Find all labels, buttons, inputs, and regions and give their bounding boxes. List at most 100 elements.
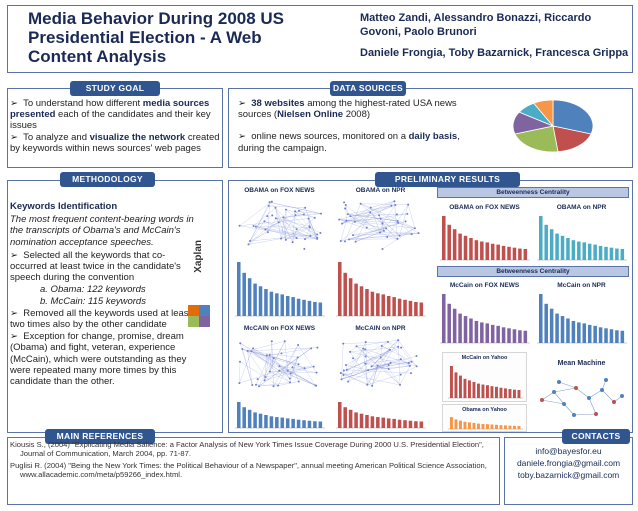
network-edge bbox=[339, 219, 399, 224]
study-goal-item-1: ➢ To understand how different media sour… bbox=[10, 98, 211, 132]
network-edge bbox=[345, 204, 381, 233]
bar bbox=[495, 386, 498, 398]
bar bbox=[313, 301, 317, 316]
network-node bbox=[239, 342, 242, 345]
network-edge bbox=[370, 212, 398, 239]
network-node bbox=[394, 204, 397, 207]
network-edge bbox=[308, 218, 310, 227]
network-node bbox=[343, 201, 346, 204]
network-node bbox=[277, 384, 280, 387]
network-edge bbox=[379, 214, 397, 233]
bar bbox=[513, 389, 516, 398]
data-sources-header: DATA SOURCES bbox=[330, 81, 406, 96]
bar bbox=[501, 327, 506, 343]
network-node bbox=[404, 220, 407, 223]
network-node bbox=[387, 363, 390, 366]
bar bbox=[496, 325, 500, 343]
network-edge bbox=[265, 222, 279, 230]
network-node bbox=[278, 365, 281, 368]
network-edge bbox=[381, 345, 412, 362]
network-node bbox=[315, 371, 318, 374]
network-node bbox=[265, 354, 268, 357]
bar bbox=[275, 293, 279, 316]
bar bbox=[454, 372, 458, 398]
mean-edge bbox=[541, 399, 565, 405]
network-edge bbox=[340, 372, 368, 385]
network-edge bbox=[398, 222, 415, 229]
bar bbox=[318, 302, 323, 316]
bar bbox=[452, 229, 457, 260]
network-node bbox=[288, 377, 291, 380]
network-node bbox=[381, 222, 384, 225]
network-edge bbox=[285, 209, 315, 218]
pie-slice bbox=[514, 125, 559, 153]
network-edge bbox=[353, 232, 419, 236]
network-node bbox=[370, 365, 373, 368]
bar bbox=[442, 216, 446, 260]
network-edge bbox=[356, 346, 417, 367]
bar bbox=[247, 278, 252, 316]
network-edge bbox=[349, 346, 399, 353]
network-node bbox=[309, 235, 312, 238]
network-node bbox=[386, 235, 389, 238]
bar bbox=[463, 316, 468, 343]
methodology-sub-b: b. McCain: 115 keywords bbox=[40, 295, 146, 307]
network-node bbox=[344, 204, 347, 207]
network-edge bbox=[283, 217, 318, 235]
network-node bbox=[274, 206, 277, 209]
network-edge bbox=[253, 207, 276, 227]
network-edge bbox=[269, 348, 312, 356]
bar bbox=[365, 289, 369, 316]
network-edge bbox=[239, 218, 309, 226]
network-node bbox=[294, 214, 297, 217]
mean-edge bbox=[588, 389, 603, 399]
bar bbox=[571, 320, 576, 343]
bar-chart-obama-fox bbox=[235, 262, 325, 317]
mean-node bbox=[612, 400, 616, 404]
network-node bbox=[345, 368, 348, 371]
network-edge bbox=[382, 228, 415, 250]
network-edge bbox=[377, 362, 391, 366]
network-edge bbox=[285, 209, 318, 238]
bar bbox=[253, 412, 257, 428]
network-edge bbox=[258, 348, 312, 387]
network-node bbox=[268, 354, 271, 357]
bar bbox=[615, 248, 619, 260]
network-edge bbox=[247, 347, 318, 352]
bar bbox=[447, 224, 451, 260]
network-edge bbox=[349, 351, 410, 367]
methodology-subtitle: Keywords Identification bbox=[10, 201, 118, 212]
mean-node bbox=[604, 378, 608, 382]
network-edge bbox=[371, 365, 378, 386]
network-node bbox=[407, 203, 410, 206]
contact-email-1[interactable]: info@bayesfor.eu bbox=[535, 446, 602, 456]
network-node bbox=[379, 217, 382, 220]
contact-email-2[interactable]: daniele.frongia@gmail.com bbox=[516, 458, 621, 468]
network-edge bbox=[264, 341, 285, 381]
bar bbox=[598, 245, 603, 260]
network-node bbox=[369, 211, 372, 214]
network-node bbox=[379, 231, 382, 234]
network-edge bbox=[349, 346, 357, 353]
network-edge bbox=[292, 229, 297, 243]
bar bbox=[593, 325, 597, 343]
network-node bbox=[295, 228, 298, 231]
network-node bbox=[389, 361, 392, 364]
data-sources-text: ➢ 38 websites among the highest-rated US… bbox=[238, 98, 468, 154]
network-node bbox=[397, 339, 400, 342]
bar bbox=[474, 320, 479, 343]
bar bbox=[237, 402, 241, 428]
network-node bbox=[364, 348, 367, 351]
contact-email-3[interactable]: toby.bazarnick@gmail.com bbox=[517, 470, 620, 480]
network-node bbox=[298, 209, 301, 212]
network-node bbox=[390, 204, 393, 207]
network-edge bbox=[287, 370, 317, 386]
bar bbox=[354, 283, 358, 316]
network-node bbox=[291, 366, 294, 369]
network-edge bbox=[239, 370, 280, 384]
network-node bbox=[399, 383, 402, 386]
bar bbox=[518, 248, 522, 260]
network-edge bbox=[340, 349, 391, 374]
bar bbox=[264, 415, 268, 428]
network-node bbox=[385, 227, 388, 230]
